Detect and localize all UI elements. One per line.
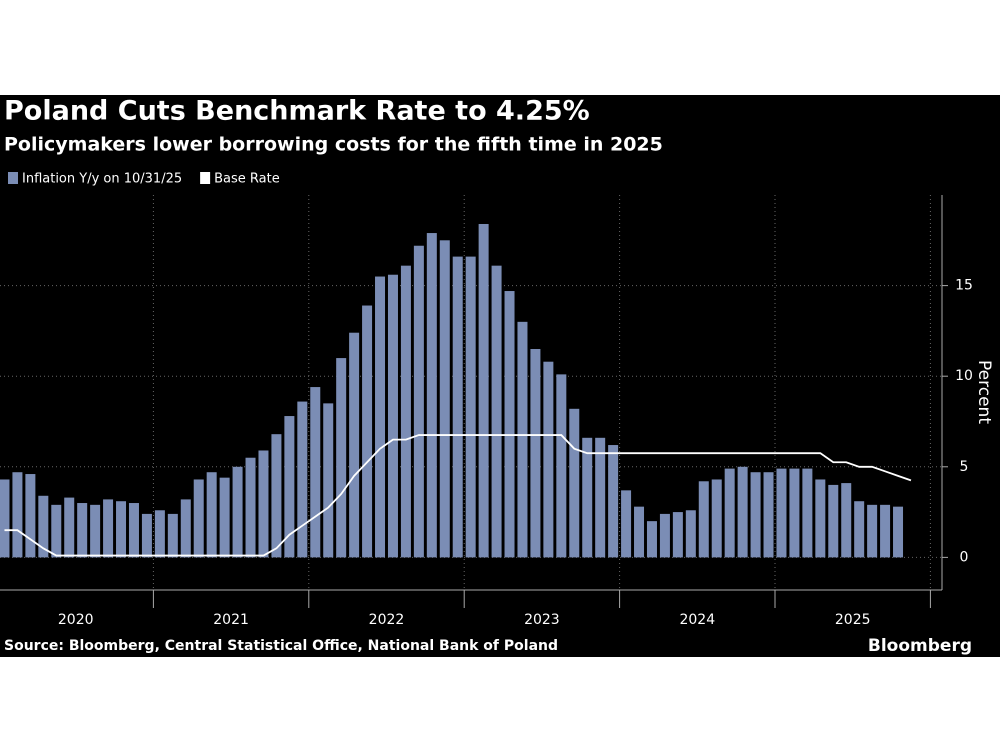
bar [400,265,411,558]
bar [349,332,360,558]
bar [167,513,178,558]
bar [569,408,580,558]
bar [802,468,813,558]
bar [128,503,139,558]
y-axis-label: Percent [974,360,994,424]
legend-label: Inflation Y/y on 10/31/25 [22,172,182,187]
x-tick-label: 2021 [213,612,249,628]
bar [103,499,114,558]
bar [646,521,657,558]
bar [543,361,554,558]
bar [219,477,230,558]
x-tick-label: 2020 [58,612,94,628]
bar [180,499,191,558]
bar [724,468,735,558]
bar [387,274,398,558]
bar [621,490,632,558]
bar [336,358,347,558]
bar [64,497,75,558]
bar [25,474,36,558]
bar [323,403,334,558]
bar [90,504,101,558]
bar [465,256,476,558]
bar [271,434,282,558]
bar [426,233,437,558]
bar [297,401,308,558]
bar [284,416,295,558]
bar [880,504,891,558]
bar [841,483,852,558]
x-tick-label: 2023 [524,612,560,628]
chart-subtitle: Policymakers lower borrowing costs for t… [4,134,663,156]
bar [711,479,722,558]
x-tick-label: 2024 [679,612,715,628]
bar [413,245,424,558]
bar [854,501,865,558]
bar [141,513,152,558]
bar [737,466,748,558]
legend-swatch [200,172,211,184]
legend-label: Base Rate [214,172,280,187]
bar [38,495,49,558]
bar [672,512,683,558]
bar [258,450,269,558]
plot-area: 0 5 10 15 2020 2021 2022 2023 2024 2025 [0,195,973,628]
bar [776,468,787,558]
bar [51,504,62,558]
bar [362,305,373,558]
y-tick-label: 5 [960,459,969,475]
y-tick-label: 10 [955,368,973,384]
bar [867,504,878,558]
bar [634,506,645,558]
bar [685,510,696,558]
x-tick-label: 2025 [835,612,871,628]
bar [893,506,904,558]
y-tick-label: 0 [960,549,969,565]
source-note: Source: Bloomberg, Central Statistical O… [4,638,558,654]
bar [517,321,528,558]
y-tick-label: 15 [955,278,973,294]
bar [245,457,256,558]
bar [193,479,204,558]
bar [595,437,606,558]
line [4,434,912,557]
bar [232,466,243,558]
legend: Inflation Y/y on 10/31/25 Base Rate [8,172,280,187]
bar [530,349,541,558]
bar [763,472,774,558]
bar [556,374,567,558]
bar [582,437,593,558]
bar [750,472,761,558]
bar [452,256,463,558]
bar [116,501,127,558]
bar [789,468,800,558]
bar [206,472,217,558]
bar [504,291,515,558]
bar [491,265,502,558]
bar [828,484,839,558]
bar [815,479,826,558]
bar [310,387,321,558]
chart-title: Poland Cuts Benchmark Rate to 4.25% [4,96,590,127]
bar [0,479,10,558]
bar [375,276,386,558]
bar [77,503,88,558]
bar [12,472,23,558]
brand-logo: Bloomberg [868,636,972,656]
legend-swatch [8,172,18,184]
bar [439,240,450,558]
bar [478,223,489,558]
x-tick-label: 2022 [369,612,405,628]
bar [154,510,165,558]
bar [659,513,670,558]
bar [608,445,619,558]
bar [698,481,709,558]
